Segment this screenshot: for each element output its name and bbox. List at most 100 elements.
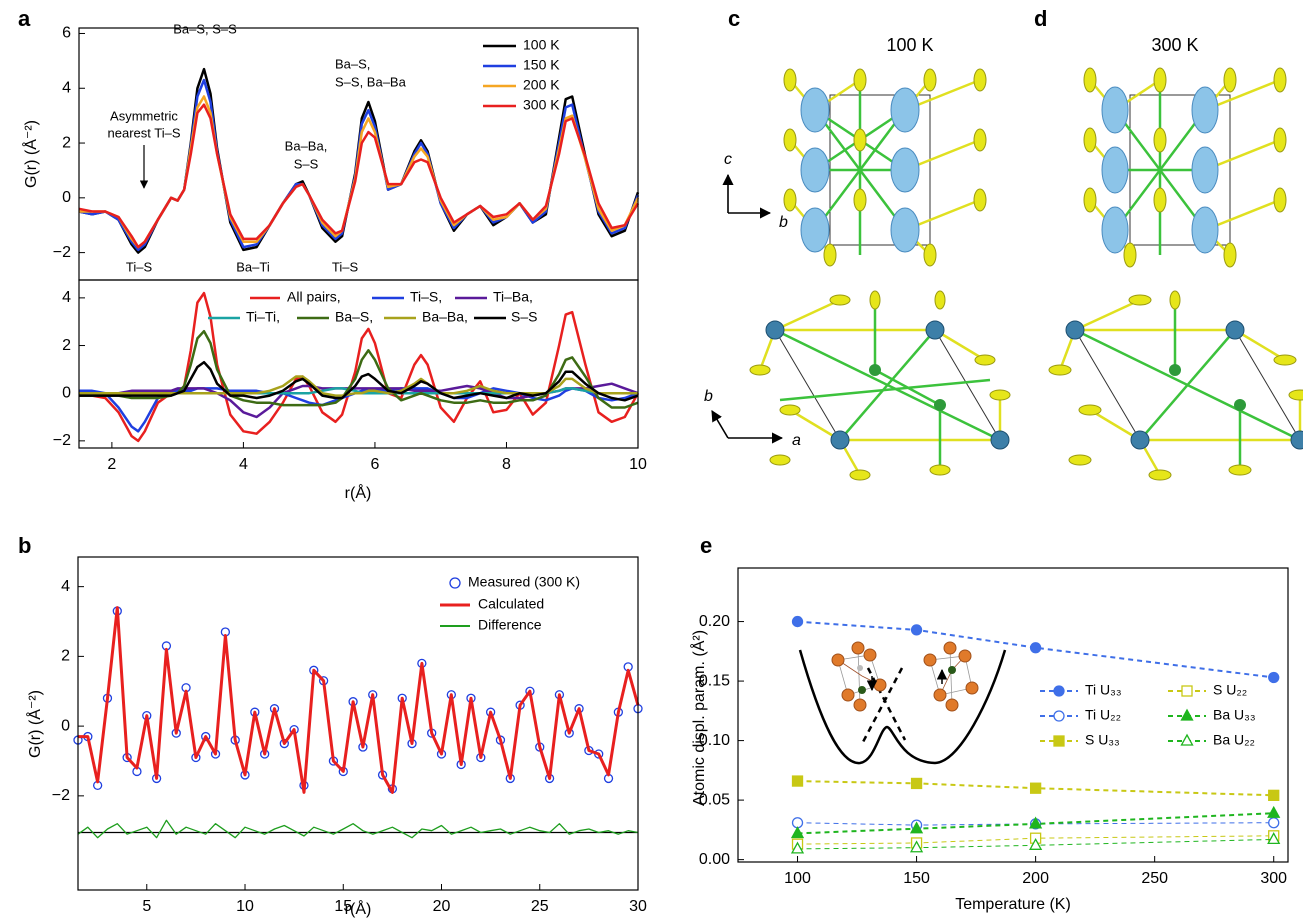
x-tick-label: 250 bbox=[1141, 870, 1168, 887]
y-tick-label: 0 bbox=[62, 384, 71, 401]
legend-marker bbox=[450, 578, 460, 588]
legend-label: Ba U₃₃ bbox=[1213, 707, 1256, 723]
y-tick-label: 4 bbox=[61, 578, 70, 595]
data-point bbox=[1269, 790, 1279, 800]
axis-letter: b bbox=[704, 388, 713, 405]
legend-marker bbox=[1054, 711, 1064, 721]
structure-side-view bbox=[784, 69, 986, 266]
x-tick-label: 8 bbox=[502, 456, 511, 473]
axis-letter: c bbox=[724, 151, 732, 168]
y-axis-title: Atomic displ. param. (Å²) bbox=[689, 630, 708, 806]
figure: c 100 K d 300 K c b b a −2 0 2 4 6 100 K 150 K… bbox=[0, 0, 1303, 919]
data-point bbox=[1269, 673, 1279, 683]
annotation: Asymmetric bbox=[110, 108, 178, 123]
x-tick-label: 2 bbox=[107, 456, 116, 473]
legend-marker bbox=[1054, 736, 1064, 746]
panel-label: c bbox=[728, 6, 740, 31]
y-tick-label: 4 bbox=[62, 79, 71, 96]
legend-label: 100 K bbox=[523, 37, 560, 53]
structure-300k bbox=[1049, 68, 1303, 480]
legend-label: Ba–Ba, bbox=[422, 309, 468, 325]
annotation: nearest Ti–S bbox=[108, 125, 181, 140]
x-tick-label: 300 bbox=[1260, 870, 1287, 887]
x-tick-label: 4 bbox=[239, 456, 248, 473]
legend-label: S U₂₂ bbox=[1213, 682, 1247, 698]
y-tick-label: 2 bbox=[62, 337, 71, 354]
legend-label: Ti–Ti, bbox=[246, 309, 280, 325]
legend-label: Ti–Ba, bbox=[493, 289, 533, 305]
legend-label: Measured (300 K) bbox=[468, 574, 580, 590]
y-tick-label: 0.00 bbox=[699, 851, 730, 868]
legend-label: Difference bbox=[478, 617, 542, 633]
data-point bbox=[793, 776, 803, 786]
y-tick-label: −2 bbox=[52, 787, 70, 804]
x-tick-label: 100 bbox=[784, 870, 811, 887]
legend-label: Ti–S, bbox=[410, 289, 442, 305]
x-tick-label: 20 bbox=[433, 898, 451, 915]
panel-label: d bbox=[1034, 6, 1047, 31]
x-tick-label: 5 bbox=[142, 898, 151, 915]
data-point bbox=[793, 617, 803, 627]
inset bbox=[800, 642, 1005, 763]
data-point bbox=[1031, 643, 1041, 653]
structure-top-view bbox=[750, 291, 1010, 480]
panel-label: e bbox=[700, 533, 712, 558]
axis-letter: a bbox=[792, 432, 801, 449]
axis-letter: b bbox=[779, 214, 788, 231]
annotation: Ti–S bbox=[126, 259, 153, 274]
annotation: Ba–S, S–S bbox=[173, 21, 237, 36]
data-point bbox=[1268, 807, 1279, 817]
legend-label: All pairs, bbox=[287, 289, 341, 305]
y-axis-title: G(r) (Å⁻²) bbox=[25, 690, 44, 758]
legend-label: Ti U₂₂ bbox=[1085, 707, 1121, 723]
legend-label: 200 K bbox=[523, 77, 560, 93]
legend-marker bbox=[1054, 686, 1064, 696]
y-tick-label: −2 bbox=[53, 432, 71, 449]
legend-label: S–S bbox=[511, 309, 537, 325]
legend-label: Ba–S, bbox=[335, 309, 373, 325]
annotation: Ba–Ti bbox=[236, 259, 270, 274]
x-axis-title: Temperature (K) bbox=[955, 896, 1071, 913]
data-point bbox=[912, 778, 922, 788]
legend-label: Ti U₃₃ bbox=[1085, 682, 1122, 698]
structure-100k bbox=[750, 69, 1010, 480]
axis-arrows bbox=[712, 175, 782, 438]
panel-label: b bbox=[18, 533, 31, 558]
x-tick-label: 30 bbox=[629, 898, 647, 915]
x-tick-label: 6 bbox=[370, 456, 379, 473]
legend-label: Ba U₂₂ bbox=[1213, 732, 1255, 748]
legend-label: 150 K bbox=[523, 57, 560, 73]
panel-label: a bbox=[18, 6, 31, 31]
annotation: Ti–S bbox=[332, 259, 359, 274]
x-tick-label: 25 bbox=[531, 898, 549, 915]
y-tick-label: 0 bbox=[62, 189, 71, 206]
y-tick-label: −2 bbox=[53, 244, 71, 261]
y-tick-label: 2 bbox=[61, 648, 70, 665]
x-tick-label: 10 bbox=[629, 456, 647, 473]
legend-label: 300 K bbox=[523, 97, 560, 113]
y-axis-title: G(r) (Å⁻²) bbox=[21, 120, 40, 188]
panel-title: 300 K bbox=[1151, 35, 1198, 55]
y-tick-label: 6 bbox=[62, 25, 71, 42]
series-line bbox=[78, 820, 638, 837]
y-tick-label: 2 bbox=[62, 134, 71, 151]
legend-label: Calculated bbox=[478, 596, 544, 612]
y-tick-label: 4 bbox=[62, 289, 71, 306]
legend-marker bbox=[1182, 686, 1192, 696]
legend-label: S U₃₃ bbox=[1085, 732, 1120, 748]
x-axis-title: r(Å) bbox=[345, 899, 372, 918]
data-point bbox=[1031, 783, 1041, 793]
data-point bbox=[1269, 818, 1279, 828]
annotation: S–S, Ba–Ba bbox=[335, 74, 407, 89]
x-tick-label: 10 bbox=[236, 898, 254, 915]
y-tick-label: 0 bbox=[61, 717, 70, 734]
annotation: Ba–S, bbox=[335, 56, 370, 71]
data-point bbox=[912, 625, 922, 635]
x-axis-title: r(Å) bbox=[345, 483, 372, 502]
series-line bbox=[78, 608, 638, 793]
x-tick-label: 150 bbox=[903, 870, 930, 887]
panel-title: 100 K bbox=[886, 35, 933, 55]
y-tick-label: 0.20 bbox=[699, 613, 730, 630]
x-tick-label: 200 bbox=[1022, 870, 1049, 887]
annotation: Ba–Ba, bbox=[285, 138, 328, 153]
